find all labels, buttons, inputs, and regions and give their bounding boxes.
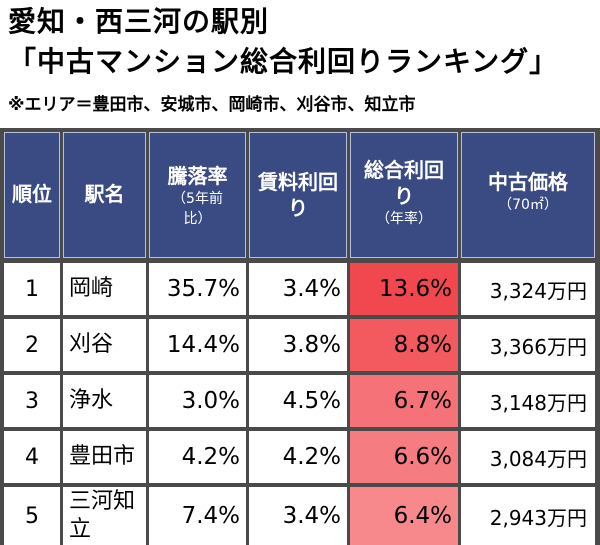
rent-yield-cell: 4.2% (249, 431, 347, 483)
header-total-yield: 総合利回 り （年率） (350, 132, 458, 258)
station-cell: 刈谷 (63, 319, 146, 371)
page-title: 愛知・西三河の駅別 (8, 5, 270, 38)
header-price: 中古価格 （70㎡） (461, 132, 595, 258)
station-cell: 豊田市 (63, 431, 146, 483)
station-cell: 浄水 (63, 375, 146, 427)
drop-rate-cell: 7.4% (149, 487, 246, 545)
header-drop-rate: 騰落率 （5年前 比） (149, 132, 246, 258)
rank-cell: 2 (4, 319, 60, 371)
drop-rate-cell: 35.7% (149, 263, 246, 315)
total-yield-cell: 13.6% (350, 263, 458, 315)
price-cell: 3,084万円 (461, 431, 595, 483)
ranking-table: 順位 駅名 騰落率 （5年前 比） 賃料利回 り 総合利回 り （年率） 中古価… (0, 128, 600, 545)
header-rent-yield: 賃料利回 り (249, 132, 347, 258)
rank-cell: 1 (4, 263, 60, 315)
rank-cell: 3 (4, 375, 60, 427)
page-subtitle: 「中古マンション総合利回りランキング」 (8, 45, 559, 78)
header-station: 駅名 (63, 132, 146, 258)
price-cell: 3,366万円 (461, 319, 595, 371)
rent-yield-cell: 4.5% (249, 375, 347, 427)
price-cell: 2,943万円 (461, 487, 595, 545)
price-cell: 3,324万円 (461, 263, 595, 315)
total-yield-cell: 6.7% (350, 375, 458, 427)
rank-cell: 5 (4, 487, 60, 545)
title-block: 愛知・西三河の駅別 「中古マンション総合利回りランキング」 ※エリア＝豊田市、安… (0, 0, 600, 126)
drop-rate-cell: 4.2% (149, 431, 246, 483)
header-rank: 順位 (4, 132, 60, 258)
total-yield-cell: 8.8% (350, 319, 458, 371)
area-note: ※エリア＝豊田市、安城市、岡崎市、刈谷市、知立市 (8, 95, 416, 115)
station-cell: 岡崎 (63, 263, 146, 315)
price-cell: 3,148万円 (461, 375, 595, 427)
rent-yield-cell: 3.4% (249, 263, 347, 315)
drop-rate-cell: 3.0% (149, 375, 246, 427)
drop-rate-cell: 14.4% (149, 319, 246, 371)
station-cell: 三河知立 (63, 487, 146, 545)
rent-yield-cell: 3.4% (249, 487, 347, 545)
total-yield-cell: 6.4% (350, 487, 458, 545)
rent-yield-cell: 3.8% (249, 319, 347, 371)
rank-cell: 4 (4, 431, 60, 483)
total-yield-cell: 6.6% (350, 431, 458, 483)
